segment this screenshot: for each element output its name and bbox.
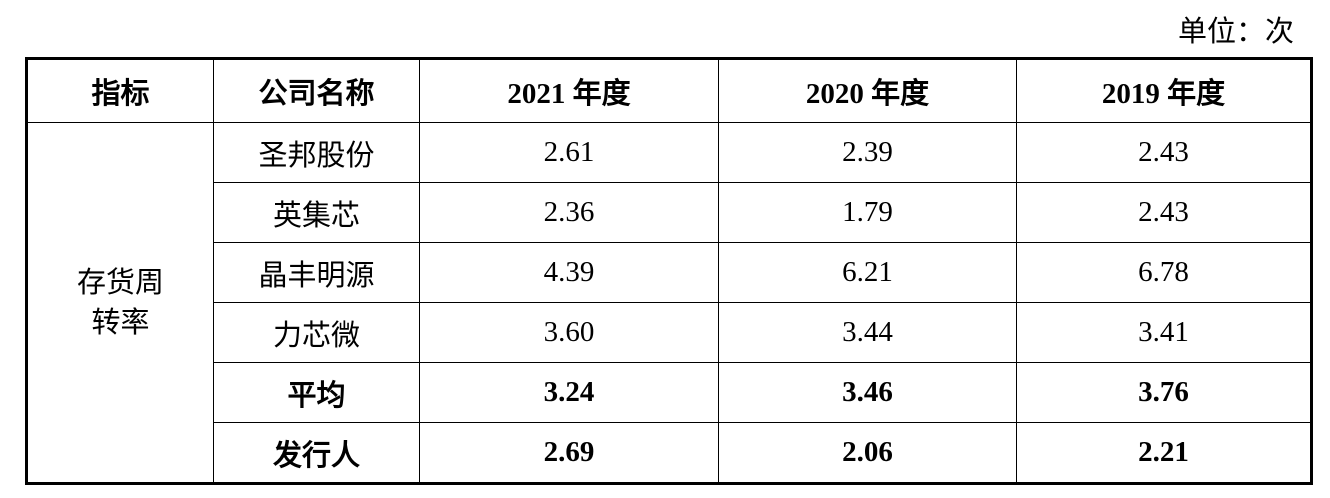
company-cell: 力芯微 [213,302,420,363]
value-cell: 3.41 [1016,302,1312,363]
table-row: 力芯微 3.60 3.44 3.41 [27,302,1312,363]
value-cell: 2.43 [1016,182,1312,243]
value-cell: 3.24 [419,362,719,423]
unit-label: 单位：次 [1177,16,1294,48]
header-cell: 指标 [26,58,214,123]
indicator-cell: 存货周转率 [26,122,214,484]
header-row: 指标 公司名称 2021 年度 2020 年度 2019 年度 [26,58,1312,123]
table-body: 存货周转率 圣邦股份 2.61 2.39 2.43 英集芯 2.36 1.79 2.43 晶丰明源… [26,122,1312,484]
value-cell: 6.21 [718,242,1017,303]
data-table: 指标 公司名称 2021 年度 2020 年度 2019 年度 存货周转率 圣邦股份 2.6… [25,57,1313,485]
value-cell: 2.36 [419,182,719,243]
value-cell: 2.06 [718,422,1017,484]
value-cell: 3.46 [718,362,1017,423]
table-row: 英集芯 2.36 1.79 2.43 [27,182,1312,243]
value-cell: 6.78 [1016,242,1312,303]
table-row: 平均 3.24 3.46 3.76 [27,362,1312,423]
company-cell: 圣邦股份 [213,122,420,183]
header-cell: 2021 年度 [419,58,719,123]
value-cell: 2.61 [419,122,719,183]
value-cell: 3.76 [1016,362,1312,423]
value-cell: 2.21 [1016,422,1312,484]
table-row: 发行人 2.69 2.06 2.21 [27,422,1312,484]
company-cell: 发行人 [213,422,420,484]
value-cell: 2.69 [419,422,719,484]
value-cell: 3.44 [718,302,1017,363]
value-cell: 3.60 [419,302,719,363]
company-cell: 平均 [213,362,420,423]
header-cell: 2020 年度 [718,58,1017,123]
header-cell: 公司名称 [213,58,420,123]
value-cell: 1.79 [718,182,1017,243]
value-cell: 2.39 [718,122,1017,183]
value-cell: 2.43 [1016,122,1312,183]
company-cell: 英集芯 [213,182,420,243]
value-cell: 4.39 [419,242,719,303]
table-row: 晶丰明源 4.39 6.21 6.78 [27,242,1312,303]
header-cell: 2019 年度 [1016,58,1312,123]
company-cell: 晶丰明源 [213,242,420,303]
indicator-label: 存货周转率 [76,266,164,339]
table-row: 存货周转率 圣邦股份 2.61 2.39 2.43 [26,122,1312,484]
